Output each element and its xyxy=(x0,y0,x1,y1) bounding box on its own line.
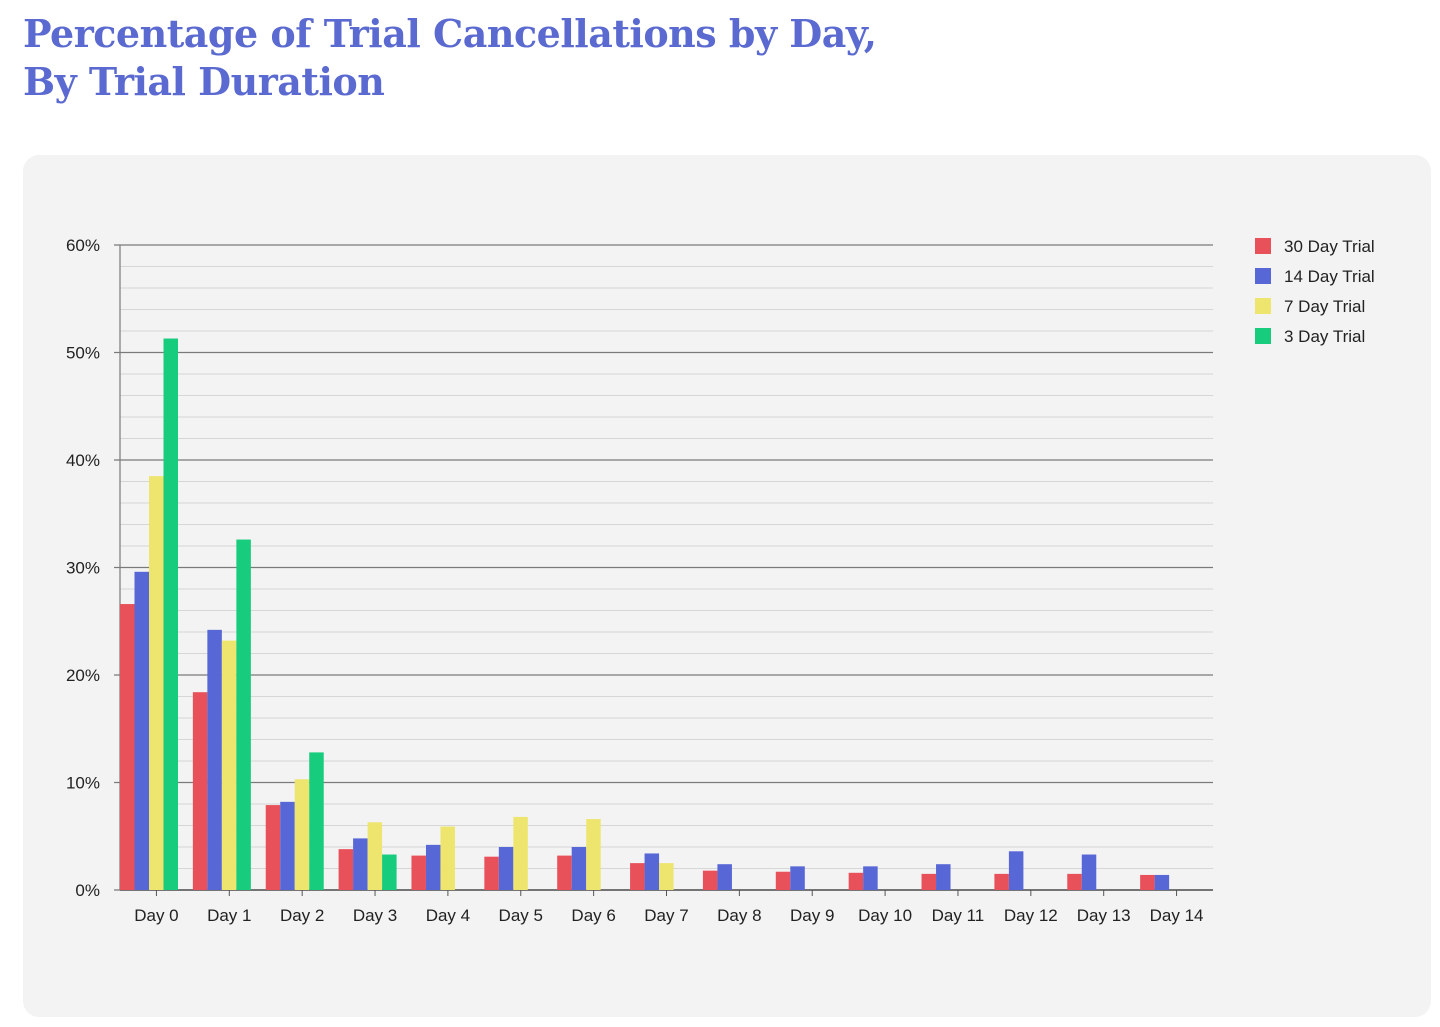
bar-14-day-trial xyxy=(353,838,368,890)
bar-14-day-trial xyxy=(498,847,514,890)
bar-3-day-trial xyxy=(309,752,324,890)
bars xyxy=(120,338,1170,890)
bar-chart: 0% 10% 20% 30% 40% 50% 60% Day 0 Day 1 Day 2 Day 3… xyxy=(66,236,1375,925)
x-tick-label: Day 7 xyxy=(644,906,688,925)
legend: 30 Day Trial 14 Day Trial 7 Day Trial 3 Day… xyxy=(1255,237,1375,346)
bar-7-day-trial xyxy=(659,863,674,890)
y-tick-label: 0% xyxy=(75,881,100,900)
y-tick-label: 40% xyxy=(66,451,100,470)
legend-label: 7 Day Trial xyxy=(1284,297,1365,316)
bar-30-day-trial xyxy=(921,873,937,890)
y-tick-label: 20% xyxy=(66,666,100,685)
bar-3-day-trial xyxy=(236,539,251,890)
y-tick-label: 10% xyxy=(66,774,100,793)
bar-7-day-trial xyxy=(440,826,455,890)
bar-30-day-trial xyxy=(265,805,281,890)
chart-title-line-2: By Trial Duration xyxy=(23,59,385,104)
x-tick-label: Day 14 xyxy=(1150,906,1204,925)
grid-lines xyxy=(114,244,1213,891)
legend-swatch xyxy=(1255,238,1271,254)
y-tick-label: 30% xyxy=(66,559,100,578)
bar-30-day-trial xyxy=(192,692,208,890)
bar-30-day-trial xyxy=(1067,873,1082,890)
bar-30-day-trial xyxy=(1140,874,1155,890)
bar-7-day-trial xyxy=(221,640,237,890)
x-tick-label: Day 6 xyxy=(571,906,615,925)
x-tick-label: Day 0 xyxy=(134,906,178,925)
bar-14-day-trial xyxy=(207,629,222,890)
x-tick-label: Day 2 xyxy=(280,906,324,925)
bar-14-day-trial xyxy=(1154,874,1170,890)
bar-14-day-trial xyxy=(1008,851,1024,890)
bar-14-day-trial xyxy=(717,864,732,890)
bar-7-day-trial xyxy=(586,819,601,890)
bar-30-day-trial xyxy=(775,871,791,890)
legend-label: 30 Day Trial xyxy=(1284,237,1375,256)
legend-label: 3 Day Trial xyxy=(1284,327,1365,346)
x-tick-label: Day 1 xyxy=(207,906,251,925)
x-tick-label: Day 10 xyxy=(858,906,912,925)
legend-label: 14 Day Trial xyxy=(1284,267,1375,286)
bar-30-day-trial xyxy=(994,873,1009,890)
bar-7-day-trial xyxy=(149,476,164,890)
bar-14-day-trial xyxy=(134,571,149,890)
chart-title: Percentage of Trial Cancellations by Day… xyxy=(23,10,877,106)
chart-panel: 0% 10% 20% 30% 40% 50% 60% Day 0 Day 1 Day 2 Day 3… xyxy=(23,155,1431,1017)
bar-30-day-trial xyxy=(702,870,718,890)
x-tick-label: Day 13 xyxy=(1077,906,1131,925)
bar-14-day-trial xyxy=(1081,854,1097,890)
bar-30-day-trial xyxy=(630,863,645,890)
bar-30-day-trial xyxy=(484,856,499,890)
x-tick-label: Day 3 xyxy=(353,906,397,925)
chart-title-line-1: Percentage of Trial Cancellations by Day… xyxy=(23,11,877,56)
x-tick-label: Day 11 xyxy=(932,906,985,925)
bar-30-day-trial xyxy=(557,855,572,890)
x-tick-label: Day 4 xyxy=(426,906,470,925)
bar-30-day-trial xyxy=(848,872,864,890)
y-tick-label: 50% xyxy=(66,344,100,363)
bar-14-day-trial xyxy=(425,844,441,890)
x-tick-label: Day 8 xyxy=(717,906,761,925)
bar-14-day-trial xyxy=(790,866,805,890)
legend-swatch xyxy=(1255,328,1271,344)
legend-swatch xyxy=(1255,298,1271,314)
bar-3-day-trial xyxy=(163,338,178,890)
bar-7-day-trial xyxy=(367,822,383,890)
y-tick-label: 60% xyxy=(66,236,100,255)
bar-14-day-trial xyxy=(644,853,660,890)
bar-14-day-trial xyxy=(863,866,878,890)
x-tick-label: Day 12 xyxy=(1004,906,1058,925)
bar-14-day-trial xyxy=(936,864,951,890)
bar-7-day-trial xyxy=(294,779,310,890)
tick-labels: 0% 10% 20% 30% 40% 50% 60% Day 0 Day 1 Day 2 Day 3… xyxy=(66,236,1204,925)
legend-swatch xyxy=(1255,268,1271,284)
bar-3-day-trial xyxy=(382,854,397,890)
bar-7-day-trial xyxy=(513,816,528,890)
axes xyxy=(119,245,1213,896)
bar-14-day-trial xyxy=(571,847,587,890)
bar-30-day-trial xyxy=(120,604,135,890)
x-tick-label: Day 5 xyxy=(499,906,543,925)
bar-14-day-trial xyxy=(280,801,295,890)
bar-30-day-trial xyxy=(338,849,354,890)
x-tick-label: Day 9 xyxy=(790,906,834,925)
bar-30-day-trial xyxy=(411,855,426,890)
